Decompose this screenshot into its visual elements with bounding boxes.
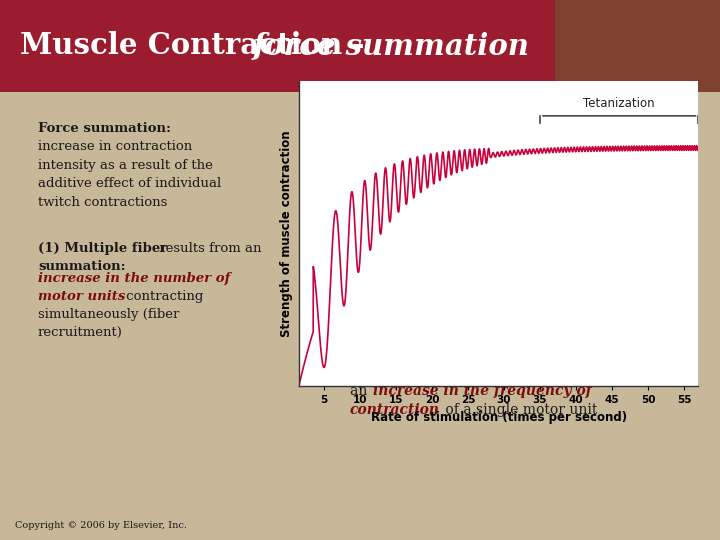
Y-axis label: Strength of muscle contraction: Strength of muscle contraction xyxy=(280,130,293,337)
Text: Tetanization: Tetanization xyxy=(583,97,655,110)
Text: (2) Frequency summation:: (2) Frequency summation: xyxy=(350,365,557,380)
Text: Muscle Contraction -: Muscle Contraction - xyxy=(20,31,374,60)
Text: results from: results from xyxy=(552,365,642,379)
Text: contraction: contraction xyxy=(350,403,440,417)
Text: (1) Multiple fiber
summation:: (1) Multiple fiber summation: xyxy=(38,242,167,273)
Text: Copyright © 2006 by Elsevier, Inc.: Copyright © 2006 by Elsevier, Inc. xyxy=(15,521,187,530)
Text: motor units: motor units xyxy=(38,290,125,303)
Text: contracting: contracting xyxy=(122,290,203,303)
FancyBboxPatch shape xyxy=(0,0,720,92)
Text: Force summation:: Force summation: xyxy=(38,122,171,135)
Text: results from an: results from an xyxy=(155,242,261,255)
Text: increase in the frequency of: increase in the frequency of xyxy=(373,384,592,398)
Text: force summation: force summation xyxy=(253,31,530,60)
Text: simultaneously (fiber: simultaneously (fiber xyxy=(38,308,179,321)
Text: an: an xyxy=(350,384,372,398)
Text: of a single motor unit: of a single motor unit xyxy=(441,403,598,417)
Text: increase in contraction
intensity as a result of the
additive effect of individu: increase in contraction intensity as a r… xyxy=(38,140,221,208)
X-axis label: Rate of stimulation (times per second): Rate of stimulation (times per second) xyxy=(371,411,626,424)
FancyBboxPatch shape xyxy=(555,0,720,92)
Text: Figure 6-13; Guyton & Hall: Figure 6-13; Guyton & Hall xyxy=(300,344,444,353)
Text: increase in the number of: increase in the number of xyxy=(38,272,230,285)
Text: recruitment): recruitment) xyxy=(38,326,123,339)
